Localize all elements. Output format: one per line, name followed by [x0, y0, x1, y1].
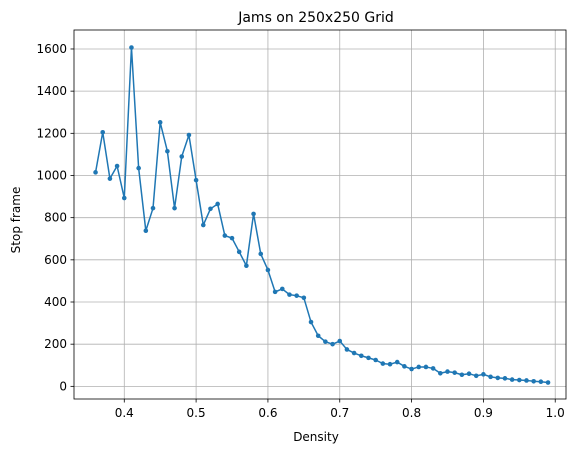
y-tick-label: 800: [44, 211, 67, 225]
data-point: [495, 375, 501, 381]
data-point: [208, 206, 213, 212]
y-axis-label: Stop frame: [9, 187, 23, 254]
data-point: [452, 370, 457, 375]
x-tick-label: 0.6: [258, 406, 277, 420]
data-point: [315, 333, 321, 339]
data-point: [358, 353, 364, 359]
grid: [74, 30, 566, 399]
data-point: [179, 154, 185, 159]
y-tick-label: 1400: [36, 84, 67, 98]
x-tick-label: 0.4: [115, 406, 134, 420]
y-tick-label: 200: [44, 337, 67, 351]
data-point: [244, 263, 249, 269]
data-point: [193, 177, 199, 183]
data-point: [351, 350, 357, 356]
data-point: [251, 211, 256, 217]
y-axis-ticks: 0 200 400 600 800 1000 1200 1400 1600: [36, 42, 74, 393]
data-point: [488, 374, 493, 380]
data-point: [229, 235, 235, 241]
data-point: [107, 176, 113, 181]
data-point: [93, 170, 98, 175]
data-point: [509, 377, 515, 382]
x-tick-label: 0.9: [474, 406, 493, 420]
series-layer: [93, 45, 551, 385]
data-point: [215, 201, 220, 207]
data-point: [279, 286, 285, 292]
x-tick-label: 1.0: [546, 406, 565, 420]
data-point: [165, 148, 170, 154]
data-point: [445, 369, 450, 374]
data-point: [129, 45, 134, 50]
y-tick-label: 1200: [36, 126, 67, 140]
y-tick-label: 1600: [36, 42, 67, 56]
data-point: [466, 371, 472, 376]
data-point: [258, 251, 264, 257]
y-tick-label: 400: [44, 295, 67, 309]
data-point: [294, 293, 299, 298]
data-point: [265, 267, 271, 273]
data-point: [150, 205, 156, 211]
data-point: [402, 364, 407, 369]
data-point: [473, 373, 479, 379]
data-point: [308, 319, 314, 325]
data-point: [430, 366, 436, 371]
data-point: [330, 341, 335, 347]
data-point: [100, 129, 106, 135]
data-point: [301, 295, 307, 301]
data-point: [517, 377, 522, 383]
data-point: [121, 195, 127, 201]
data-point: [538, 379, 544, 385]
x-axis-ticks: 0.4 0.5 0.6 0.7 0.8 0.9 1.0: [115, 399, 565, 420]
plot-frame: [73, 29, 567, 400]
data-point: [502, 376, 508, 381]
data-point: [323, 339, 328, 344]
data-point: [387, 361, 393, 367]
data-point: [394, 359, 400, 365]
data-point: [380, 361, 386, 366]
data-point: [200, 222, 206, 228]
data-point: [531, 378, 536, 384]
data-point: [287, 292, 292, 297]
data-point: [136, 165, 141, 171]
data-point: [416, 364, 422, 370]
data-point: [114, 163, 120, 169]
series-line: [94, 46, 549, 384]
data-point: [366, 355, 371, 361]
data-point: [545, 380, 551, 385]
y-tick-label: 600: [44, 253, 67, 267]
x-axis-label: Density: [293, 430, 339, 444]
data-point: [172, 205, 177, 211]
y-tick-label: 0: [59, 379, 67, 393]
data-point: [373, 357, 378, 363]
data-point: [344, 347, 350, 352]
data-point: [236, 249, 242, 255]
data-point: [423, 364, 429, 370]
x-tick-label: 0.8: [402, 406, 421, 420]
y-tick-label: 1000: [36, 168, 67, 182]
data-point: [524, 378, 529, 383]
data-point: [272, 289, 278, 295]
data-point: [157, 120, 163, 125]
x-tick-label: 0.7: [330, 406, 349, 420]
chart-title: Jams on 250x250 Grid: [237, 10, 394, 26]
data-point: [337, 338, 343, 344]
data-point: [409, 366, 414, 372]
data-point: [186, 132, 192, 138]
data-point: [459, 372, 465, 378]
data-point: [438, 370, 443, 376]
data-point: [143, 228, 149, 234]
data-point: [481, 372, 486, 377]
data-point: [222, 233, 228, 238]
x-tick-label: 0.5: [187, 406, 206, 420]
